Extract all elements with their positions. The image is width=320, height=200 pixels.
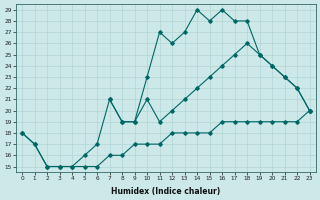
X-axis label: Humidex (Indice chaleur): Humidex (Indice chaleur)	[111, 187, 220, 196]
